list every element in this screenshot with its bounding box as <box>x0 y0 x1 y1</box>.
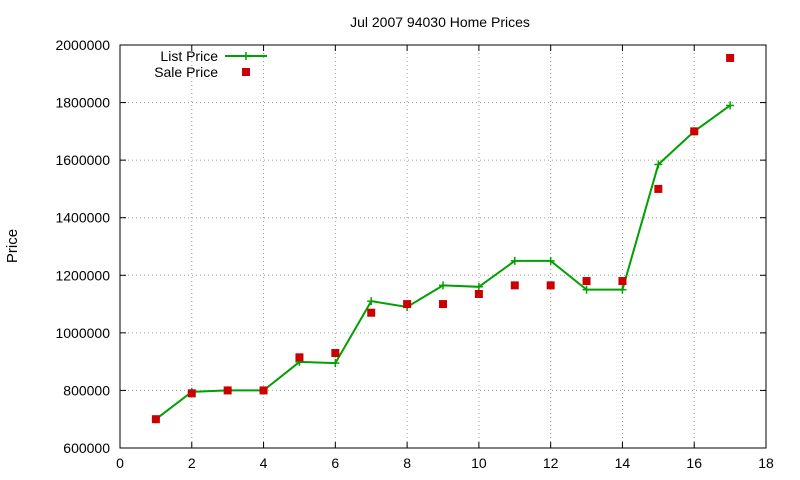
legend-label: Sale Price <box>154 64 218 80</box>
y-tick-label: 2000000 <box>55 37 110 53</box>
sale-price-point <box>690 127 699 136</box>
x-tick-label: 6 <box>331 455 339 471</box>
sale-price-point <box>367 308 376 317</box>
list-price-point <box>582 285 591 294</box>
chart-title: Jul 2007 94030 Home Prices <box>350 14 530 30</box>
x-tick-label: 10 <box>471 455 487 471</box>
list-price-line <box>155 104 731 421</box>
x-tick-label: 0 <box>116 455 124 471</box>
legend-swatch-marker <box>242 52 250 60</box>
legend-swatch-marker <box>242 68 250 76</box>
x-tick-label: 16 <box>686 455 702 471</box>
list-price-point <box>654 160 663 169</box>
sale-price-point <box>259 386 268 395</box>
sale-price-point <box>582 277 591 286</box>
sale-price-point <box>223 386 232 395</box>
y-tick-label: 800000 <box>63 382 110 398</box>
list-price-point <box>474 282 483 291</box>
sale-price-point <box>510 281 519 290</box>
ticks: 0 2 4 6 8 10 12 14 16 18 600000 800000 1000000 120000… <box>55 37 774 471</box>
legend-label: List Price <box>160 48 218 64</box>
y-tick-label: 1000000 <box>55 325 110 341</box>
grid <box>120 45 766 448</box>
y-tick-label: 1800000 <box>55 95 110 111</box>
y-axis-label: Price <box>4 229 21 263</box>
list-price-point <box>439 281 447 290</box>
sale-price-point <box>726 53 735 62</box>
list-price-point <box>510 256 519 265</box>
sale-price-point <box>474 289 483 298</box>
list-price-point <box>546 256 555 265</box>
list-price-point <box>726 101 735 110</box>
list-price-point <box>331 359 340 368</box>
sale-price-point <box>654 184 663 193</box>
y-tick-label: 1400000 <box>55 210 110 226</box>
sale-price-point <box>546 281 555 290</box>
sale-price-point <box>618 277 627 286</box>
series <box>151 53 735 424</box>
x-tick-label: 12 <box>543 455 559 471</box>
sale-price-point <box>331 349 340 358</box>
y-tick-label: 1600000 <box>55 152 110 168</box>
y-tick-label: 1200000 <box>55 267 110 283</box>
list-price-point <box>367 297 376 306</box>
x-tick-label: 18 <box>758 455 774 471</box>
sale-price-point <box>403 300 412 309</box>
x-tick-label: 14 <box>615 455 631 471</box>
plot-frame <box>119 44 767 449</box>
x-tick-label: 8 <box>403 455 411 471</box>
sale-price-point <box>187 389 196 398</box>
sale-price-point <box>151 415 160 424</box>
y-tick-label: 600000 <box>63 440 110 456</box>
x-tick-label: 2 <box>188 455 196 471</box>
x-tick-label: 4 <box>260 455 268 471</box>
list-price-point <box>618 285 627 294</box>
sale-price-point <box>439 300 447 309</box>
sale-price-point <box>295 353 304 362</box>
